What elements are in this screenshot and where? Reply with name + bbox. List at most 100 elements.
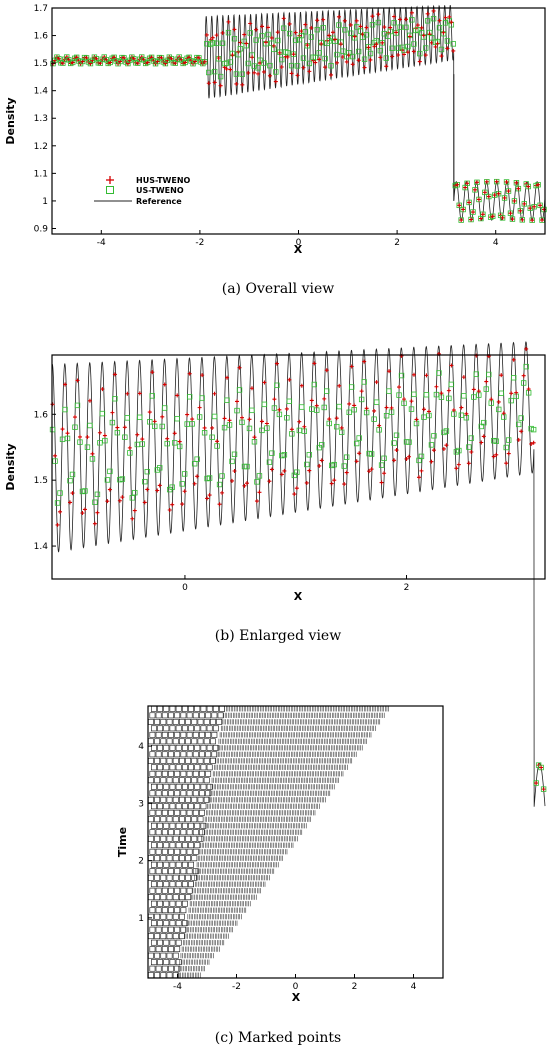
marked-point <box>205 731 212 738</box>
x-axis-label: X <box>294 590 303 603</box>
y-tick-label: 1.5 <box>34 476 48 486</box>
marked-point <box>163 939 170 946</box>
us-tweno-marker <box>246 425 253 432</box>
hus-tweno-marker <box>464 411 469 416</box>
hus-tweno-marker <box>218 83 223 88</box>
us-tweno-marker <box>482 189 488 196</box>
hus-tweno-marker <box>380 40 385 45</box>
marked-point <box>161 887 168 894</box>
x-tick-label: 2 <box>352 982 358 992</box>
hus-tweno-marker <box>117 498 122 503</box>
us-tweno-marker <box>292 37 299 44</box>
hus-tweno-marker <box>441 446 446 451</box>
marked-point <box>200 803 207 810</box>
marked-point <box>151 881 157 888</box>
hus-tweno-marker <box>519 429 524 434</box>
marked-point <box>160 952 167 959</box>
marked-point <box>185 835 192 842</box>
hus-tweno-marker <box>142 500 147 505</box>
marked-point <box>155 790 162 797</box>
us-tweno-marker <box>336 22 342 28</box>
marked-point <box>174 809 181 816</box>
marked-point <box>148 972 154 979</box>
us-tweno-marker <box>405 43 411 50</box>
hus-tweno-marker <box>60 427 65 432</box>
us-tweno-marker <box>503 444 509 451</box>
marked-point <box>197 777 204 784</box>
us-tweno-marker <box>539 217 545 223</box>
chart-panel-enlarged: 0 2 1.4 1.5 1.6 X Density (b) Enlarged view <box>4 341 547 807</box>
hus-tweno-marker <box>392 458 397 463</box>
hus-tweno-marker <box>459 405 464 410</box>
marked-point <box>148 835 154 842</box>
us-tweno-marker <box>493 438 499 444</box>
hus-tweno-marker <box>369 467 374 472</box>
hus-tweno-marker <box>447 14 452 19</box>
marked-point <box>168 946 174 953</box>
us-tweno-marker <box>377 47 384 54</box>
marked-point <box>163 725 170 732</box>
hus-tweno-marker <box>455 182 460 187</box>
marked-point <box>157 881 163 888</box>
marked-point <box>188 803 194 810</box>
marked-point <box>163 783 170 790</box>
marked-point <box>185 777 192 784</box>
hus-tweno-marker <box>228 67 233 72</box>
us-tweno-marker <box>223 60 230 66</box>
hus-tweno-marker <box>197 405 202 410</box>
hus-tweno-marker <box>172 431 177 436</box>
y-tick-label: 1.7 <box>34 4 48 14</box>
hus-tweno-marker <box>531 440 536 445</box>
marked-point <box>148 796 154 803</box>
us-tweno-marker <box>438 46 445 53</box>
marked-point <box>192 731 199 738</box>
marked-point <box>169 842 176 849</box>
us-tweno-marker <box>64 435 71 442</box>
marked-point <box>179 738 185 745</box>
hus-tweno-marker <box>110 410 115 415</box>
hus-tweno-marker <box>190 417 195 422</box>
hus-tweno-marker <box>267 73 272 78</box>
hus-tweno-marker <box>469 217 474 222</box>
us-tweno-marker <box>294 469 300 475</box>
marked-point <box>186 712 193 719</box>
marked-point <box>172 894 179 901</box>
marked-point <box>199 809 205 816</box>
hus-tweno-marker <box>195 474 200 479</box>
us-tweno-marker <box>463 415 470 421</box>
hus-tweno-marker <box>264 421 269 426</box>
marked-point <box>149 829 156 836</box>
hus-tweno-marker <box>237 365 242 370</box>
marked-point <box>179 874 185 881</box>
us-tweno-marker <box>398 372 405 379</box>
marked-point <box>186 770 193 777</box>
marked-point <box>175 783 182 790</box>
hus-tweno-marker <box>200 373 205 378</box>
hus-tweno-marker <box>232 469 237 474</box>
marked-point <box>194 744 201 751</box>
marked-point <box>174 946 181 953</box>
us-tweno-marker <box>189 421 195 427</box>
marked-point <box>166 835 173 842</box>
hus-tweno-marker <box>338 42 343 47</box>
us-tweno-marker <box>519 217 526 223</box>
marked-point <box>180 751 187 758</box>
x-axis-label: X <box>292 991 301 1004</box>
hus-tweno-marker <box>100 387 105 392</box>
marked-point <box>166 855 173 862</box>
marked-point <box>186 868 193 875</box>
hus-tweno-marker <box>279 65 284 70</box>
marked-point <box>163 920 170 927</box>
us-tweno-marker <box>443 428 450 434</box>
us-tweno-marker <box>294 63 301 69</box>
us-tweno-marker <box>281 25 287 31</box>
marked-point <box>148 933 154 940</box>
hus-tweno-marker <box>130 516 135 521</box>
marked-point <box>151 764 157 771</box>
axis-ticks: -4 -2 0 2 4 1 2 3 4 <box>138 742 416 992</box>
hus-tweno-marker <box>390 54 395 59</box>
marked-point <box>169 744 176 751</box>
hus-tweno-marker <box>112 372 117 377</box>
marked-point <box>185 738 192 745</box>
us-tweno-marker <box>415 27 421 33</box>
